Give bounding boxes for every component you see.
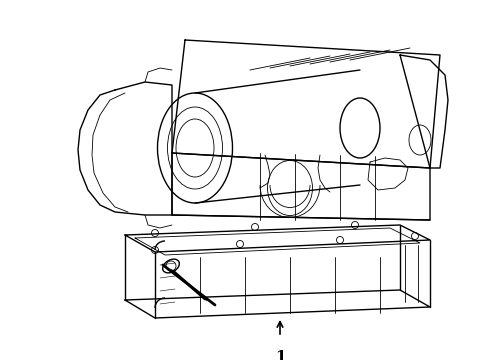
Text: 1: 1 — [275, 350, 285, 360]
